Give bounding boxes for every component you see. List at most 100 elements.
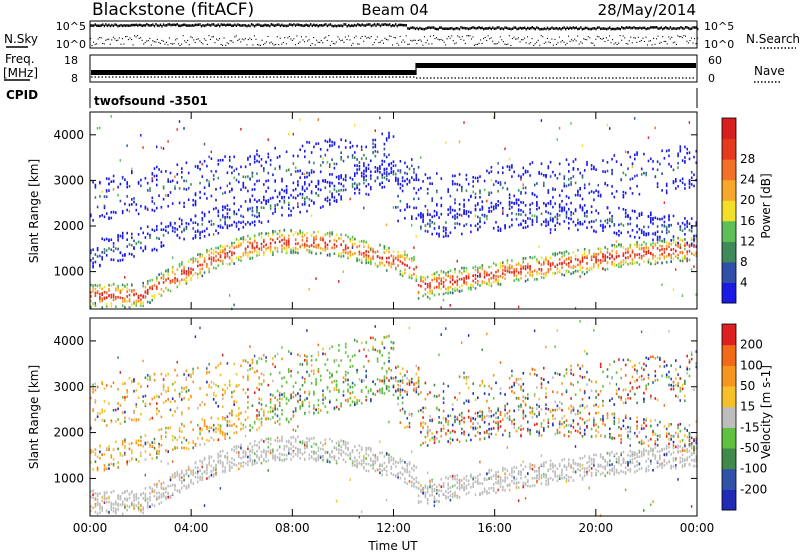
heatmap-cell xyxy=(231,391,233,394)
heatmap-cell xyxy=(146,189,149,192)
heatmap-cell xyxy=(481,280,484,283)
heatmap-cell xyxy=(695,293,697,296)
heatmap-cell xyxy=(153,174,156,178)
heatmap-cell xyxy=(308,198,311,201)
heatmap-cell xyxy=(511,206,513,209)
nsky-point xyxy=(480,26,482,30)
heatmap-cell xyxy=(324,180,327,183)
heatmap-cell xyxy=(436,211,438,214)
heatmap-cell xyxy=(597,252,600,256)
heatmap-cell xyxy=(342,188,345,192)
heatmap-cell xyxy=(276,250,279,253)
nsky-point xyxy=(296,23,298,26)
heatmap-cell xyxy=(684,233,686,236)
heatmap-cell xyxy=(492,183,495,186)
heatmap-cell xyxy=(224,470,226,474)
heatmap-cell xyxy=(656,261,659,265)
heatmap-cell xyxy=(436,285,438,289)
heatmap-cell xyxy=(306,231,308,235)
heatmap-cell xyxy=(547,223,550,226)
nsky-point xyxy=(334,24,336,27)
heatmap-cell xyxy=(217,231,220,235)
heatmap-cell xyxy=(203,271,206,274)
heatmap-cell xyxy=(504,224,506,227)
heatmap-cell xyxy=(285,188,288,192)
heatmap-cell xyxy=(340,138,342,141)
heatmap-cell xyxy=(572,220,575,224)
heatmap-cell xyxy=(181,219,183,222)
heatmap-cell xyxy=(451,208,454,212)
heatmap-cell xyxy=(126,231,128,235)
heatmap-cell xyxy=(313,145,315,149)
heatmap-cell xyxy=(169,191,172,194)
heatmap-cell xyxy=(151,228,154,231)
heatmap-cell xyxy=(187,373,190,377)
heatmap-cell xyxy=(397,250,399,254)
heatmap-cell xyxy=(96,492,99,496)
nsky-point xyxy=(354,23,356,27)
nsky-point xyxy=(572,26,574,29)
heatmap-cell xyxy=(247,445,249,449)
heatmap-cell xyxy=(388,263,390,267)
heatmap-cell xyxy=(160,276,163,280)
heatmap-cell xyxy=(121,176,124,180)
nsky-point xyxy=(666,27,668,30)
nsky-point xyxy=(299,24,301,27)
heatmap-cell xyxy=(160,392,163,396)
heatmap-cell xyxy=(656,168,659,172)
nsky-point xyxy=(164,24,166,27)
nsearch-point xyxy=(445,44,447,46)
heatmap-cell xyxy=(570,266,572,269)
nsky-point xyxy=(302,24,304,28)
heatmap-cell xyxy=(492,207,495,211)
heatmap-cell xyxy=(351,235,354,239)
heatmap-cell xyxy=(319,188,322,192)
nsky-point xyxy=(593,27,596,30)
heatmap-cell xyxy=(183,478,185,482)
heatmap-cell xyxy=(278,155,281,158)
power-heatmap xyxy=(90,115,698,311)
heatmap-cell xyxy=(324,186,327,189)
heatmap-cell xyxy=(137,460,140,463)
heatmap-cell xyxy=(90,251,92,254)
heatmap-cell xyxy=(251,209,254,213)
heatmap-cell xyxy=(247,253,249,256)
heatmap-cell xyxy=(256,206,258,209)
heatmap-cell xyxy=(103,419,106,423)
nsearch-point xyxy=(539,44,541,46)
heatmap-cell xyxy=(379,182,381,186)
nsky-point xyxy=(452,27,455,31)
heatmap-cell xyxy=(292,154,295,158)
heatmap-cell xyxy=(105,177,108,180)
heatmap-cell xyxy=(363,206,365,210)
heatmap-cell xyxy=(242,253,245,257)
nsearch-point xyxy=(310,44,312,46)
nsky-point xyxy=(225,24,227,27)
heatmap-cell xyxy=(258,220,260,223)
heatmap-cell xyxy=(406,203,408,206)
heatmap-cell xyxy=(313,161,315,165)
heatmap-cell xyxy=(274,204,276,207)
heatmap-cell xyxy=(549,212,552,216)
heatmap-cell xyxy=(283,242,286,245)
heatmap-cell xyxy=(94,448,97,451)
nsky-point xyxy=(686,26,688,29)
heatmap-cell xyxy=(146,374,149,377)
heatmap-cell xyxy=(438,277,440,280)
heatmap-cell xyxy=(110,462,113,466)
heatmap-cell xyxy=(210,150,212,154)
heatmap-cell xyxy=(178,489,181,493)
heatmap-cell xyxy=(124,410,126,414)
heatmap-cell xyxy=(540,268,543,271)
nsky-point xyxy=(310,23,312,26)
heatmap-cell xyxy=(397,179,399,183)
heatmap-cell xyxy=(112,293,115,296)
heatmap-cell xyxy=(185,386,188,389)
heatmap-cell xyxy=(124,202,126,206)
heatmap-cell xyxy=(203,212,206,216)
heatmap-cell xyxy=(324,153,327,157)
heatmap-cell xyxy=(517,271,520,274)
heatmap-cell xyxy=(226,244,229,248)
heatmap-cell xyxy=(117,418,119,421)
heatmap-cell xyxy=(497,282,499,286)
